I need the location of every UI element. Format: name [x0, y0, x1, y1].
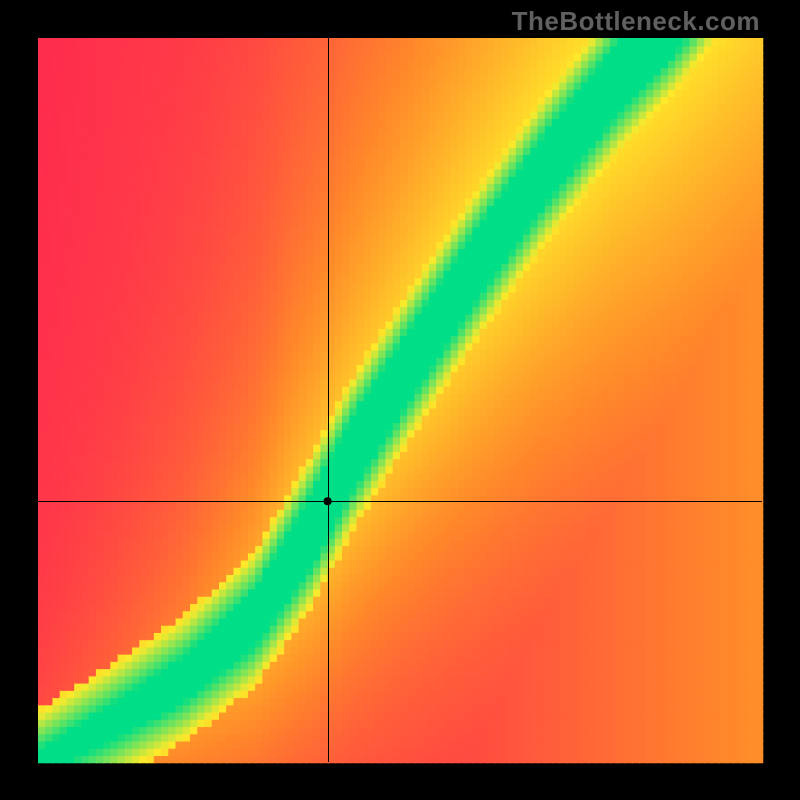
watermark-label: TheBottleneck.com — [512, 6, 760, 37]
heatmap-canvas — [0, 0, 800, 800]
chart-container: TheBottleneck.com — [0, 0, 800, 800]
